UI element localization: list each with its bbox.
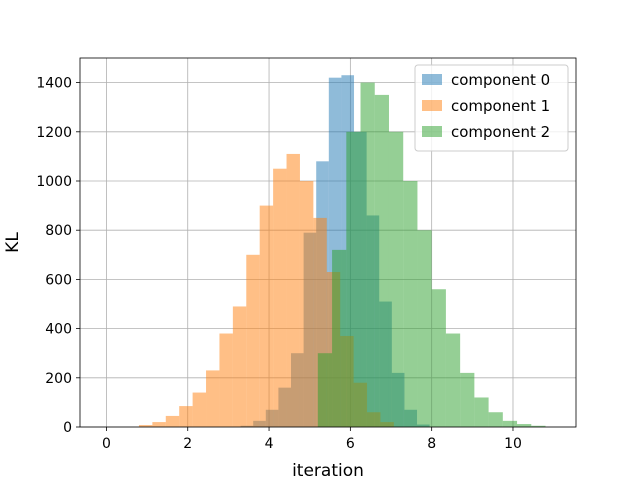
histogram-bar <box>259 205 274 427</box>
x-tick-label: 0 <box>102 436 111 452</box>
histogram-bar <box>374 94 389 428</box>
bars-area <box>138 75 546 428</box>
y-axis: 0 200 400 600 800 1000 1200 1400 <box>36 76 80 436</box>
histogram-bar <box>388 131 404 428</box>
histogram-bar <box>474 397 489 427</box>
histogram-bar <box>246 254 260 427</box>
histogram-bar <box>488 412 503 427</box>
histogram-bar <box>502 420 518 427</box>
x-tick-label: 6 <box>346 436 355 452</box>
x-tick-label: 2 <box>183 436 192 452</box>
y-tick-label: 1000 <box>36 174 72 190</box>
histogram-bar <box>431 289 446 427</box>
y-tick-label: 400 <box>45 322 72 338</box>
y-tick-label: 600 <box>45 272 72 288</box>
histogram-bar <box>299 181 314 427</box>
histogram-bar <box>417 230 432 427</box>
y-tick-label: 1400 <box>36 76 72 92</box>
x-axis-label: iteration <box>292 461 364 480</box>
histogram-bar <box>138 425 153 427</box>
histogram-bar <box>273 168 287 427</box>
x-tick-label: 8 <box>427 436 436 452</box>
histogram-bar <box>152 422 166 427</box>
histogram-bar <box>460 372 475 427</box>
histogram-bar <box>517 424 532 427</box>
histogram-bar <box>192 392 207 427</box>
histogram-bar <box>219 333 233 427</box>
legend: component 0 component 1 component 2 <box>414 64 569 152</box>
legend-label: component 2 <box>451 123 550 141</box>
y-tick-label: 200 <box>45 371 72 387</box>
histogram-bar <box>346 131 361 428</box>
y-tick-label: 0 <box>63 420 72 436</box>
legend-swatch <box>422 100 442 111</box>
legend-label: component 1 <box>451 97 550 115</box>
histogram-bar <box>317 353 333 427</box>
histogram-bar <box>445 333 461 427</box>
y-tick-label: 800 <box>45 223 72 239</box>
histogram-bar <box>332 249 347 427</box>
histogram-bar <box>286 153 300 427</box>
x-tick-label: 10 <box>504 436 522 452</box>
legend-swatch <box>422 74 442 85</box>
histogram-bar <box>360 82 375 427</box>
plot-frame <box>79 57 577 428</box>
histogram-bar <box>179 406 193 427</box>
histogram-bar <box>232 306 247 427</box>
y-tick-label: 1200 <box>36 125 72 141</box>
x-axis: 0 2 4 6 8 10 <box>102 427 522 452</box>
histogram-bar <box>531 425 546 427</box>
y-axis-label: KL <box>3 232 23 253</box>
series-2-bars <box>317 82 546 428</box>
histogram-bar <box>403 181 418 427</box>
x-tick-label: 4 <box>265 436 274 452</box>
legend-swatch <box>422 126 442 137</box>
legend-box <box>414 64 569 152</box>
histogram-bar <box>165 415 180 427</box>
legend-label: component 0 <box>451 71 550 89</box>
histogram-bar <box>206 370 220 427</box>
